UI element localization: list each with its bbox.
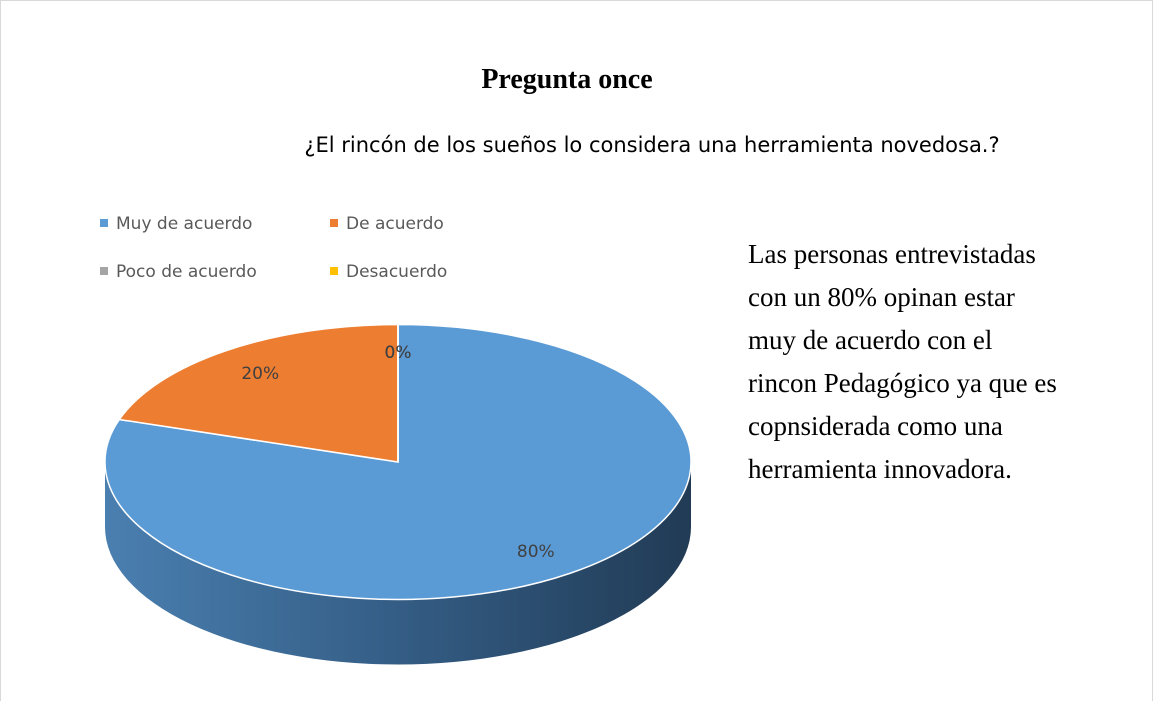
annotation-line: Las personas entrevistadas xyxy=(748,239,1036,269)
legend-label: Poco de acuerdo xyxy=(116,262,257,282)
legend-swatch xyxy=(330,267,338,275)
data-label: 0% xyxy=(385,343,412,363)
annotation-line: muy de acuerdo con el xyxy=(748,325,992,355)
annotation-line: rincon Pedagógico ya que es xyxy=(748,368,1057,398)
pie-slice xyxy=(118,323,399,463)
legend-swatch xyxy=(330,219,338,227)
legend-label: Muy de acuerdo xyxy=(116,214,252,234)
legend-label: Desacuerdo xyxy=(346,262,447,282)
data-label: 20% xyxy=(241,364,279,384)
legend-swatch xyxy=(100,267,108,275)
annotation-line: con un 80% opinan estar xyxy=(748,282,1015,312)
chart-subtitle: ¿El rincón de los sueños lo considera un… xyxy=(304,133,999,157)
chart-title: Pregunta once xyxy=(481,64,652,95)
data-label: 0% xyxy=(385,343,412,363)
legend-swatch xyxy=(100,219,108,227)
legend-label: De acuerdo xyxy=(346,214,444,234)
annotation-line: copnsiderada como una xyxy=(748,411,1003,441)
annotation-line: herramienta innovadora. xyxy=(748,454,1012,484)
data-label: 80% xyxy=(517,542,555,562)
pie-side xyxy=(104,462,691,665)
